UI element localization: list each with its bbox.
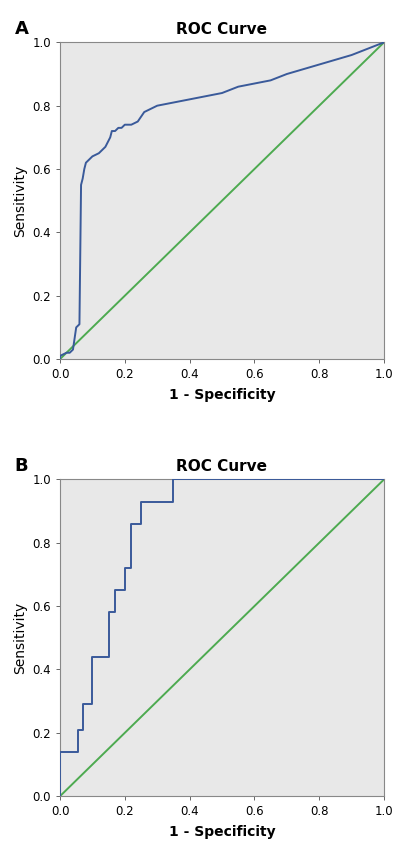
Text: B: B [15, 457, 28, 475]
Y-axis label: Sensitivity: Sensitivity [13, 601, 27, 674]
Text: A: A [15, 20, 28, 38]
Title: ROC Curve: ROC Curve [176, 22, 268, 37]
X-axis label: 1 - Specificity: 1 - Specificity [169, 825, 275, 839]
X-axis label: 1 - Specificity: 1 - Specificity [169, 388, 275, 402]
Y-axis label: Sensitivity: Sensitivity [13, 164, 27, 237]
Title: ROC Curve: ROC Curve [176, 459, 268, 474]
